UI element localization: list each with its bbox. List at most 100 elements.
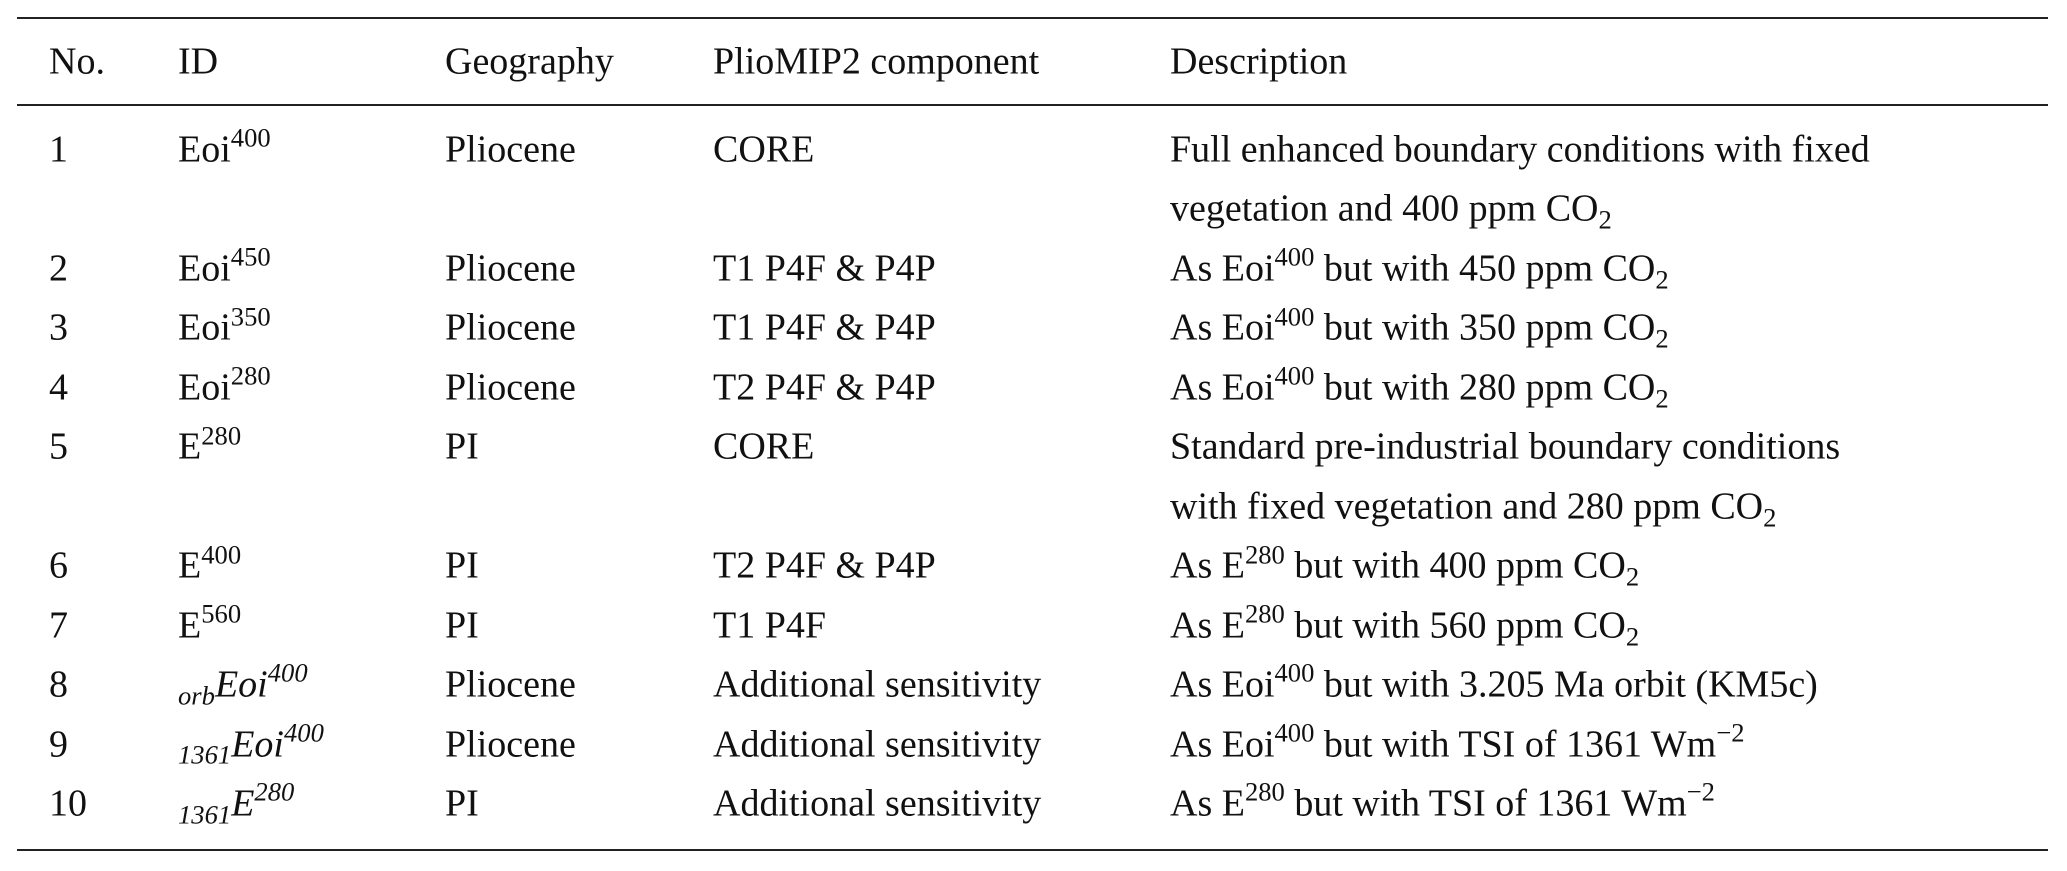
description-line: with fixed vegetation and 280 ppm CO2 xyxy=(1170,477,1776,537)
description-segment: 2 xyxy=(1763,501,1777,532)
id-co2-superscript: 280 xyxy=(254,776,295,807)
run-id: Eoi400 xyxy=(178,120,271,180)
description-line: Full enhanced boundary conditions with f… xyxy=(1170,120,1870,180)
description-segment: but with 450 ppm CO xyxy=(1314,247,1656,290)
top-rule xyxy=(17,17,2048,19)
description-segment: 280 xyxy=(1244,776,1285,807)
id-prefix-subscript: orb xyxy=(178,680,215,711)
description-segment: but with TSI of 1361 Wm xyxy=(1284,782,1687,825)
component-text: T1 P4F & P4P xyxy=(713,247,936,290)
description-segment: but with 560 ppm CO xyxy=(1284,603,1626,646)
number-text: 7 xyxy=(49,603,68,646)
row-number: 7 xyxy=(49,596,68,656)
id-co2-superscript: 400 xyxy=(230,122,271,153)
geography-text: PI xyxy=(445,544,479,587)
description-line: As Eoi400 but with 280 ppm CO2 xyxy=(1170,358,1669,418)
description-segment: As E xyxy=(1170,544,1245,587)
run-id: E400 xyxy=(178,536,241,596)
description-line: As E280 but with 560 ppm CO2 xyxy=(1170,596,1639,656)
pliomip2-component: T2 P4F & P4P xyxy=(713,358,936,418)
run-id: orbEoi400 xyxy=(178,655,308,715)
number-text: 9 xyxy=(49,722,68,765)
header-id: ID xyxy=(178,32,218,92)
description-line: vegetation and 400 ppm CO2 xyxy=(1170,180,1612,240)
description-line: As E280 but with TSI of 1361 Wm−2 xyxy=(1170,774,1715,834)
row-number: 5 xyxy=(49,418,68,478)
description-segment: 2 xyxy=(1598,204,1612,235)
id-prefix-subscript: 1361 xyxy=(178,799,232,830)
id-base: Eoi xyxy=(178,366,231,409)
header-label: Geography xyxy=(445,40,614,83)
geography: PI xyxy=(445,536,479,596)
description-segment: 400 xyxy=(1274,300,1315,331)
row-number: 4 xyxy=(49,358,68,418)
description-segment: −2 xyxy=(1686,776,1715,807)
id-co2-superscript: 450 xyxy=(230,241,271,272)
geography-text: Pliocene xyxy=(445,306,576,349)
id-co2-superscript: 560 xyxy=(201,598,242,629)
geography: Pliocene xyxy=(445,715,576,775)
id-co2-superscript: 400 xyxy=(201,538,242,569)
run-id: Eoi350 xyxy=(178,299,271,359)
run-id: 1361E280 xyxy=(178,774,294,834)
geography-text: Pliocene xyxy=(445,128,576,171)
description-segment: As Eoi xyxy=(1170,306,1275,349)
description-segment: 2 xyxy=(1655,323,1669,354)
description-line: As E280 but with 400 ppm CO2 xyxy=(1170,536,1639,596)
description-line: As Eoi400 but with 350 ppm CO2 xyxy=(1170,299,1669,359)
description-segment: with fixed vegetation and 280 ppm CO xyxy=(1170,484,1764,527)
run-id: E560 xyxy=(178,596,241,656)
description-segment: As Eoi xyxy=(1170,722,1275,765)
description-segment: 400 xyxy=(1274,657,1315,688)
geography-text: Pliocene xyxy=(445,722,576,765)
id-base: Eoi xyxy=(178,306,231,349)
id-co2-superscript: 400 xyxy=(267,657,308,688)
id-base: E xyxy=(178,544,202,587)
header-geography: Geography xyxy=(445,32,614,92)
row-number: 1 xyxy=(49,120,68,180)
description-segment: 2 xyxy=(1655,264,1669,295)
run-id: E280 xyxy=(178,418,241,478)
pliomip2-component: T1 P4F xyxy=(713,596,826,656)
header-label: ID xyxy=(178,40,219,83)
geography: PI xyxy=(445,418,479,478)
description-segment: As Eoi xyxy=(1170,663,1275,706)
description-segment: vegetation and 400 ppm CO xyxy=(1170,187,1599,230)
header-rule xyxy=(17,104,2048,106)
description-segment: 280 xyxy=(1244,598,1285,629)
component-text: CORE xyxy=(713,425,815,468)
description-segment: 2 xyxy=(1625,561,1640,592)
id-base: Eoi xyxy=(214,663,268,706)
pliomip2-component: Additional sensitivity xyxy=(713,715,1041,775)
geography: Pliocene xyxy=(445,239,576,299)
description-line: As Eoi400 but with 3.205 Ma orbit (KM5c) xyxy=(1170,655,1818,715)
row-number: 3 xyxy=(49,299,68,359)
geography-text: PI xyxy=(445,603,479,646)
description-segment: As E xyxy=(1170,603,1245,646)
component-text: T1 P4F & P4P xyxy=(713,306,936,349)
description-segment: but with TSI of 1361 Wm xyxy=(1314,722,1717,765)
component-text: T1 P4F xyxy=(713,603,826,646)
geography-text: Pliocene xyxy=(445,663,576,706)
header-label: Description xyxy=(1170,40,1348,83)
geography-text: PI xyxy=(445,782,479,825)
header-no: No. xyxy=(49,32,105,92)
description-segment: As Eoi xyxy=(1170,247,1275,290)
geography: PI xyxy=(445,596,479,656)
component-text: T2 P4F & P4P xyxy=(713,366,936,409)
header-description: Description xyxy=(1170,32,1347,92)
geography: Pliocene xyxy=(445,358,576,418)
number-text: 10 xyxy=(49,782,87,825)
id-co2-superscript: 280 xyxy=(201,419,242,450)
id-base: E xyxy=(231,782,255,825)
row-number: 6 xyxy=(49,536,68,596)
pliomip2-component: Additional sensitivity xyxy=(713,655,1041,715)
row-number: 9 xyxy=(49,715,68,775)
id-prefix-subscript: 1361 xyxy=(178,739,232,770)
id-base: E xyxy=(178,425,202,468)
geography: Pliocene xyxy=(445,655,576,715)
description-segment: Standard pre-industrial boundary conditi… xyxy=(1170,425,1841,468)
geography: PI xyxy=(445,774,479,834)
description-segment: 2 xyxy=(1625,620,1640,651)
description-segment: −2 xyxy=(1716,717,1745,748)
